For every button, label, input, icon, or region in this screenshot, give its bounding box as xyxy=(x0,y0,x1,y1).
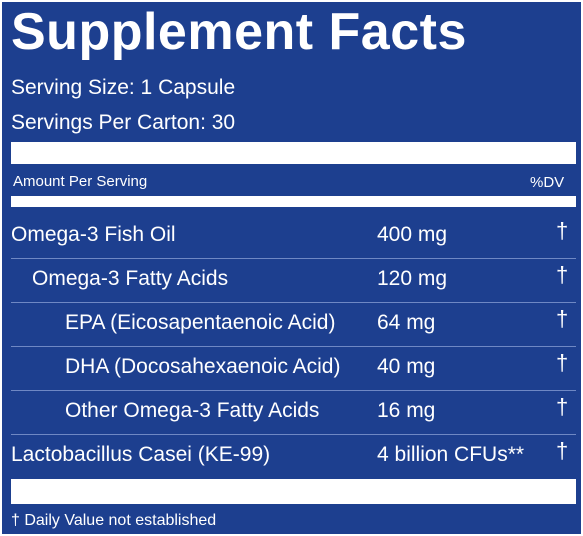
thick-divider-middle xyxy=(11,196,576,207)
dagger-mark: † xyxy=(556,394,569,419)
nutrient-row: Omega-3 Fatty Acids 120 mg † xyxy=(11,258,576,303)
amount-per-serving-label: Amount Per Serving xyxy=(13,173,148,190)
nutrient-amount: 40 mg xyxy=(377,355,436,378)
dagger-mark: † xyxy=(556,262,569,287)
footnote: † Daily Value not established xyxy=(11,512,217,529)
nutrient-amount: 16 mg xyxy=(377,399,436,422)
nutrient-row: DHA (Docosahexaenoic Acid) 40 mg † xyxy=(11,346,576,391)
nutrient-row: Omega-3 Fish Oil 400 mg † xyxy=(11,214,576,259)
daily-value-label: %DV xyxy=(530,174,565,191)
thick-divider-bottom xyxy=(11,479,576,504)
nutrient-name: Lactobacillus Casei (KE-99) xyxy=(11,443,271,466)
dagger-mark: † xyxy=(556,306,569,331)
nutrient-amount: 4 billion CFUs** xyxy=(377,443,525,466)
panel-title: Supplement Facts xyxy=(11,3,467,61)
nutrient-amount: 120 mg xyxy=(377,267,448,290)
nutrient-name: Other Omega-3 Fatty Acids xyxy=(65,399,320,422)
dagger-mark: † xyxy=(556,438,569,463)
nutrient-row: Other Omega-3 Fatty Acids 16 mg † xyxy=(11,390,576,435)
nutrient-name: Omega-3 Fish Oil xyxy=(11,223,176,246)
dagger-mark: † xyxy=(556,350,569,375)
nutrient-row: EPA (Eicosapentaenoic Acid) 64 mg † xyxy=(11,302,576,347)
serving-size: Serving Size: 1 Capsule xyxy=(11,76,236,99)
servings-per-carton: Servings Per Carton: 30 xyxy=(11,111,236,134)
nutrient-name: DHA (Docosahexaenoic Acid) xyxy=(65,355,341,378)
dagger-mark: † xyxy=(556,218,569,243)
nutrient-row: Lactobacillus Casei (KE-99) 4 billion CF… xyxy=(11,434,576,478)
thick-divider-top xyxy=(11,142,576,164)
nutrient-amount: 64 mg xyxy=(377,311,436,334)
nutrient-amount: 400 mg xyxy=(377,223,448,246)
nutrient-name: EPA (Eicosapentaenoic Acid) xyxy=(65,311,336,334)
nutrient-name: Omega-3 Fatty Acids xyxy=(32,267,229,290)
